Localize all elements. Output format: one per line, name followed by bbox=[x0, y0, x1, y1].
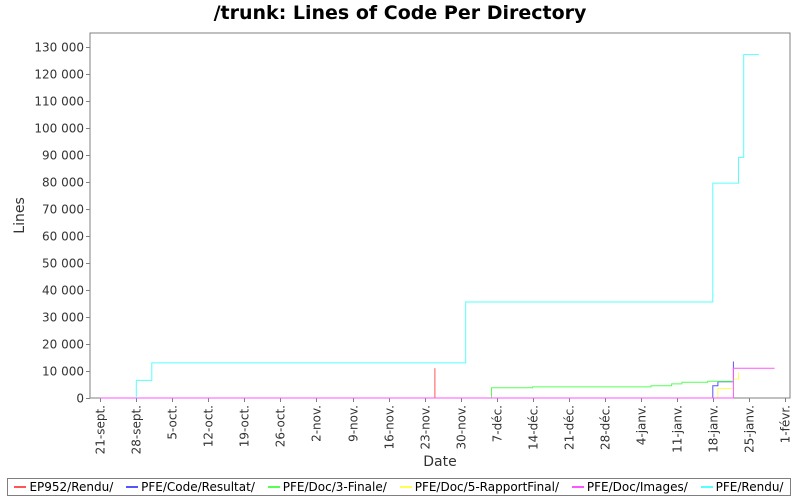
y-tick-label: 70 000 bbox=[42, 203, 84, 217]
legend-swatch bbox=[700, 486, 713, 488]
legend-item: PFE/Doc/3-Finale/ bbox=[267, 480, 387, 494]
x-tick-label: 2-nov. bbox=[310, 405, 324, 442]
legend-swatch bbox=[14, 486, 27, 488]
x-tick-label: 26-oct. bbox=[274, 405, 288, 447]
x-tick-label: 28-sept. bbox=[130, 405, 144, 454]
series-line-2 bbox=[100, 380, 734, 399]
y-tick-label: 20 000 bbox=[42, 338, 84, 352]
series-line-5 bbox=[135, 54, 760, 398]
x-tick-label: 16-nov. bbox=[383, 405, 397, 450]
legend-label: PFE/Doc/Images/ bbox=[586, 480, 688, 494]
legend: EP952/Rendu/PFE/Code/Resultat/PFE/Doc/3-… bbox=[7, 478, 791, 496]
y-tick-label: 110 000 bbox=[34, 95, 84, 109]
y-tick-label: 80 000 bbox=[42, 176, 84, 190]
x-axis-label: Date bbox=[423, 454, 456, 470]
legend-label: EP952/Rendu/ bbox=[29, 480, 114, 494]
legend-item: PFE/Code/Resultat/ bbox=[126, 480, 255, 494]
y-tick-label: 50 000 bbox=[42, 257, 84, 271]
y-tick-label: 60 000 bbox=[42, 230, 84, 244]
x-tick-label: 1-févr. bbox=[779, 405, 793, 443]
legend-label: PFE/Doc/5-RapportFinal/ bbox=[414, 480, 559, 494]
y-tick-label: 90 000 bbox=[42, 149, 84, 163]
series-line-4 bbox=[100, 367, 775, 399]
x-tick-label: 21-sept. bbox=[94, 405, 108, 454]
legend-item: PFE/Doc/Images/ bbox=[571, 480, 688, 494]
x-tick-label: 23-nov. bbox=[419, 405, 433, 450]
legend-label: PFE/Code/Resultat/ bbox=[141, 480, 255, 494]
series-line-1 bbox=[100, 361, 734, 399]
x-tick-label: 30-nov. bbox=[455, 405, 469, 450]
legend-item: PFE/Rendu/ bbox=[700, 480, 784, 494]
y-tick-label: 120 000 bbox=[34, 68, 84, 82]
x-tick-label: 25-janv. bbox=[743, 405, 757, 453]
legend-label: PFE/Rendu/ bbox=[715, 480, 784, 494]
series-line-0 bbox=[100, 368, 436, 399]
legend-swatch bbox=[267, 486, 280, 488]
y-tick-label: 40 000 bbox=[42, 284, 84, 298]
y-tick-label: 10 000 bbox=[42, 365, 84, 379]
x-tick-label: 9-nov. bbox=[347, 405, 361, 442]
x-tick-label: 28-déc. bbox=[599, 405, 613, 450]
series-line-3 bbox=[100, 372, 739, 399]
chart-title: /trunk: Lines of Code Per Directory bbox=[213, 2, 587, 24]
x-tick-label: 18-janv. bbox=[707, 405, 721, 453]
legend-item: EP952/Rendu/ bbox=[14, 480, 113, 494]
y-tick-label: 100 000 bbox=[34, 122, 84, 136]
legend-item: PFE/Doc/5-RapportFinal/ bbox=[399, 480, 559, 494]
y-tick-label: 130 000 bbox=[34, 41, 84, 55]
x-tick-label: 7-déc. bbox=[491, 405, 505, 442]
y-tick-label: 0 bbox=[76, 392, 84, 406]
x-tick-label: 14-déc. bbox=[527, 405, 541, 450]
x-tick-label: 21-déc. bbox=[563, 405, 577, 450]
legend-label: PFE/Doc/3-Finale/ bbox=[282, 480, 387, 494]
x-tick-label: 19-oct. bbox=[238, 405, 252, 447]
y-tick-label: 30 000 bbox=[42, 311, 84, 325]
y-axis-label: Lines bbox=[12, 197, 28, 233]
x-tick-label: 12-oct. bbox=[202, 405, 216, 447]
legend-swatch bbox=[126, 486, 139, 488]
legend-swatch bbox=[571, 486, 584, 488]
x-tick-label: 11-janv. bbox=[671, 405, 685, 453]
legend-swatch bbox=[399, 486, 412, 488]
x-tick-label: 5-oct. bbox=[166, 405, 180, 440]
x-tick-label: 4-janv. bbox=[635, 405, 649, 445]
plot-frame bbox=[89, 32, 791, 399]
